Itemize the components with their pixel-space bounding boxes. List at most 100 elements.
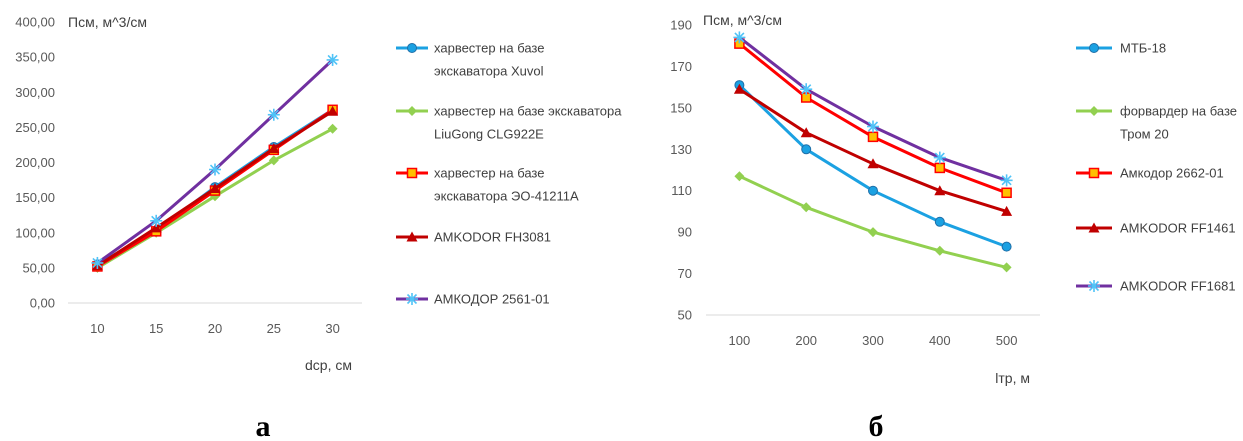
marker [934, 216, 945, 227]
y-tick-label: 400,00 [15, 15, 55, 30]
marker [267, 108, 280, 121]
series-1 [734, 80, 1012, 252]
y-tick-label: 50 [678, 308, 692, 323]
legend-label: Амкодор 2662-01 [1120, 166, 1224, 181]
y-tick-label: 0,00 [30, 296, 55, 311]
legend-label: харвестер на базе экскаватора LiuGong CLG… [434, 104, 622, 142]
marker [1089, 43, 1099, 53]
series-4 [91, 105, 339, 271]
legend-label: АМКОДОР 2561-01 [434, 292, 550, 307]
marker [868, 185, 878, 196]
marker [1088, 222, 1100, 233]
y-tick-label: 250,00 [15, 120, 55, 135]
legend-item: харвестер на базе экскаватора Xuvol [396, 41, 544, 79]
series-2 [734, 171, 1012, 273]
marker [934, 162, 946, 174]
series-4 [733, 83, 1013, 216]
series-line [737, 42, 1009, 195]
marker [1089, 106, 1099, 116]
x-tick-label: 10 [90, 321, 104, 336]
marker [734, 171, 745, 182]
x-tick-label: 20 [208, 321, 222, 336]
series-5 [733, 31, 1013, 187]
legend-item: AMKODOR FH3081 [396, 230, 551, 245]
series-5 [91, 53, 339, 269]
marker [867, 120, 879, 133]
marker [868, 227, 878, 238]
x-tick-label: 300 [862, 333, 884, 348]
legend-item: форвардер на базе Тром 20 [1076, 104, 1237, 142]
marker [933, 151, 946, 164]
y-tick-label: 150,00 [15, 190, 55, 205]
legend-label: харвестер на базе экскаватора Xuvol [434, 41, 544, 79]
y-axis-title: Псм, м^3/см [68, 14, 147, 30]
marker [867, 131, 879, 143]
legend-label: AMKODOR FF1461 [1120, 221, 1236, 236]
marker [406, 231, 418, 242]
marker [209, 163, 221, 176]
y-tick-label: 350,00 [15, 50, 55, 65]
x-tick-label: 500 [996, 333, 1018, 348]
series-line [95, 58, 335, 265]
y-tick-label: 200,00 [15, 155, 55, 170]
x-axis-title: dср, см [305, 357, 352, 373]
marker [91, 256, 104, 269]
y-tick-label: 300,00 [15, 85, 55, 100]
marker [801, 202, 812, 213]
y-tick-label: 190 [670, 18, 692, 33]
marker [801, 144, 812, 155]
marker [209, 182, 221, 193]
y-tick-label: 150 [670, 100, 692, 115]
marker [733, 83, 745, 94]
x-tick-label: 400 [929, 333, 951, 348]
x-tick-label: 100 [729, 333, 751, 348]
chart-caption: б [869, 410, 884, 441]
series-3 [734, 38, 1012, 199]
y-tick-label: 50,00 [22, 260, 55, 275]
marker [733, 31, 746, 44]
legend-item: харвестер на базе экскаватора ЭО-41211А [396, 166, 579, 204]
x-tick-label: 30 [325, 321, 339, 336]
legend-label: форвардер на базе Тром 20 [1120, 104, 1237, 142]
marker [934, 185, 946, 196]
marker [327, 123, 338, 134]
x-tick-label: 200 [795, 333, 817, 348]
marker [150, 222, 162, 233]
marker [1088, 280, 1100, 292]
chart-1: 0,00 50,00 100,00 150,00 200,00 250,00 300,00 3… [15, 14, 622, 441]
marker [1001, 187, 1012, 199]
x-tick-label: 25 [267, 321, 281, 336]
marker [326, 53, 339, 66]
marker [150, 214, 163, 227]
x-tick-label: 15 [149, 321, 163, 336]
marker [1001, 205, 1013, 216]
legend-item: харвестер на базе экскаватора LiuGong CLG… [396, 104, 622, 142]
marker [268, 155, 279, 166]
marker [800, 127, 812, 138]
legend-item: МТБ-18 [1076, 41, 1166, 56]
chart-caption: а [256, 410, 271, 441]
marker [1001, 241, 1012, 252]
legend-label: харвестер на базе экскаватора ЭО-41211А [434, 166, 579, 204]
marker [406, 167, 418, 179]
y-tick-label: 170 [670, 59, 692, 74]
y-tick-label: 100,00 [15, 225, 55, 240]
marker [407, 106, 417, 116]
marker [406, 293, 418, 305]
chart-2: 50 70 90 110 130 150 170 190 100 200 300 400 500 Псм,… [670, 12, 1237, 441]
marker [1088, 167, 1100, 179]
y-tick-label: 130 [670, 142, 692, 157]
marker [407, 43, 417, 53]
y-axis-title: Псм, м^3/см [703, 12, 782, 28]
marker [800, 83, 813, 96]
legend-item: АМКОДОР 2561-01 [396, 292, 550, 307]
legend-label: МТБ-18 [1120, 41, 1166, 56]
series-2 [92, 123, 338, 273]
marker [867, 158, 879, 169]
legend-item: AMKODOR FF1681 [1076, 279, 1236, 294]
marker [327, 105, 339, 116]
y-tick-label: 90 [678, 225, 692, 240]
legend-item: Амкодор 2662-01 [1076, 166, 1224, 181]
y-tick-label: 110 [671, 183, 692, 198]
